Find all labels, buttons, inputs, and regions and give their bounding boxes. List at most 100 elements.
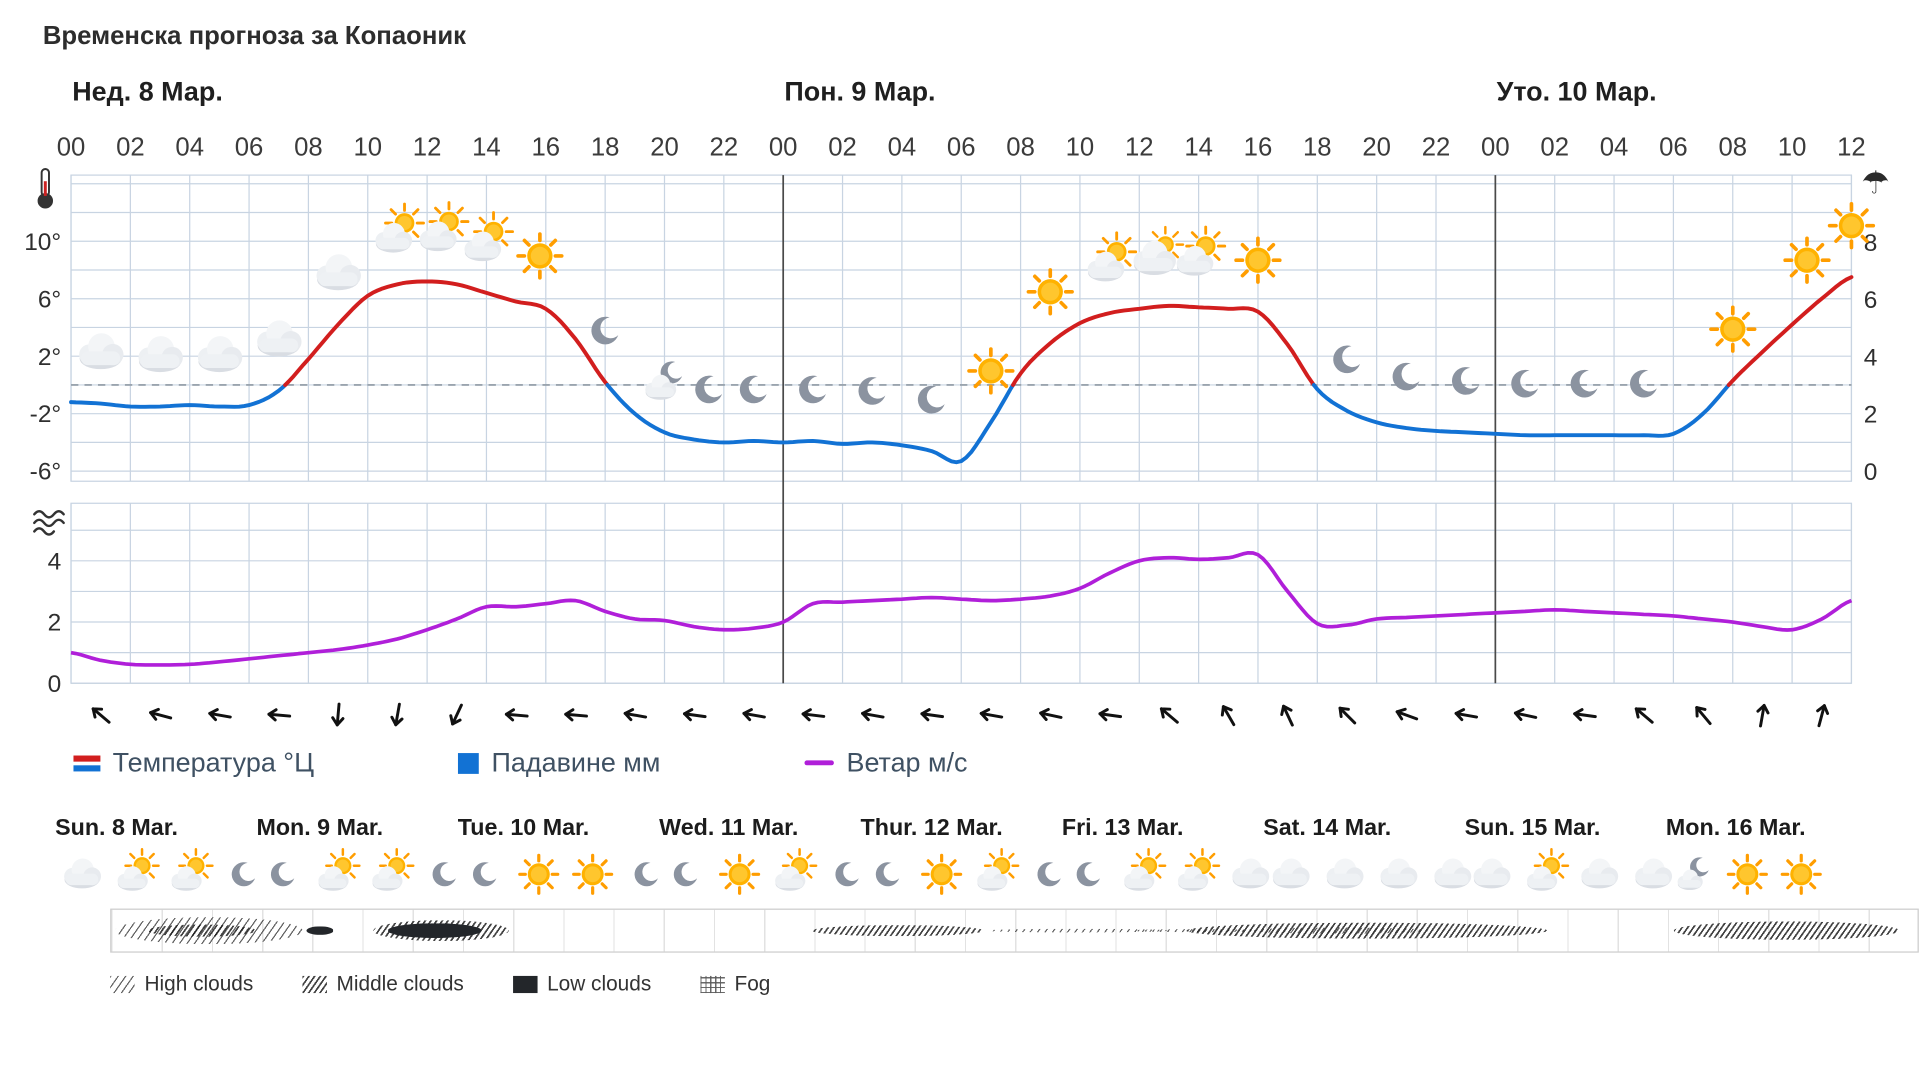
- cloud-icon: [64, 858, 102, 889]
- cloud-icon: [1635, 858, 1673, 889]
- wind-direction-arrow-icon: [1395, 707, 1419, 721]
- day-header-label: Уто. 10 Мар.: [1497, 76, 1657, 106]
- moon-icon: [835, 862, 860, 887]
- page-title: Временска прогноза за Копаоник: [42, 22, 467, 51]
- temp-tick-label: 6°: [38, 286, 61, 313]
- hour-tick-label: 08: [1718, 134, 1747, 162]
- daily-day-block: Sun. 8 Mar.: [55, 816, 256, 899]
- middle-clouds-swatch-icon: [302, 975, 327, 994]
- wind-direction-arrow-icon: [91, 707, 111, 724]
- cloud-legend-item: Fog: [700, 972, 770, 996]
- hour-tick-label: 12: [1125, 134, 1154, 162]
- temp-tick-label: -2°: [30, 401, 62, 428]
- wind-direction-arrow-icon: [979, 708, 1004, 722]
- legend-temperature: Температура °Ц: [73, 747, 314, 779]
- cloud-legend-item: Middle clouds: [302, 972, 464, 996]
- hour-tick-label: 10: [1778, 134, 1807, 162]
- hour-tick-label: 04: [175, 134, 204, 162]
- daily-day-label: Mon. 9 Mar.: [256, 815, 384, 842]
- daily-day-label: Wed. 11 Mar.: [659, 815, 799, 842]
- cloud-icon: [1232, 858, 1270, 889]
- moon-cloud-icon: [1676, 857, 1709, 891]
- temp-line-above-zero: [1011, 303, 1316, 387]
- hour-tick-label: 00: [769, 134, 798, 162]
- cloud-icon: [197, 336, 243, 373]
- cloud-icon: [79, 333, 124, 370]
- meteogram-chart: Нед. 8 Мар. Пон. 9 Мар. Уто. 10 Мар. 00 02 04…: [24, 76, 1890, 728]
- hour-tick-label: 08: [294, 134, 323, 162]
- hour-tick-label: 18: [591, 134, 620, 162]
- hour-tick-label: 02: [828, 134, 857, 162]
- legend-wind: Ветар м/с: [804, 747, 967, 779]
- hour-tick-label: 20: [650, 134, 679, 162]
- day-separators: [782, 175, 1497, 684]
- cloud-sun-icon: [1133, 225, 1185, 276]
- sun-icon: [967, 347, 1015, 395]
- hour-tick-label: 06: [1659, 134, 1688, 162]
- precip-tick-label: 2: [1864, 402, 1878, 429]
- temp-tick-label: 2°: [38, 344, 61, 371]
- cloud-legend-item: High clouds: [110, 972, 253, 996]
- daily-day-label: Fri. 13 Mar.: [1061, 815, 1184, 842]
- wind-swatch-icon: [804, 760, 835, 766]
- temp-line-above-zero: [283, 279, 610, 387]
- sun-icon: [1234, 236, 1282, 284]
- sun-icon: [571, 853, 614, 895]
- umbrella-icon: ☂: [1861, 163, 1890, 201]
- sun-cloud-icon: [464, 211, 514, 262]
- wind-direction-arrow-icon: [267, 708, 292, 722]
- sun-cloud-icon: [1124, 847, 1167, 891]
- cloud-legend-label: Low clouds: [547, 972, 652, 996]
- temp-line-below-zero: [1311, 383, 1731, 438]
- daily-icons: [472, 853, 658, 895]
- temperature-axis: 10° 6° 2° -2° -6°: [24, 229, 61, 486]
- moon-icon: [472, 862, 497, 887]
- wind-direction-arrow-icon: [1513, 707, 1538, 721]
- hour-axis: 00 02 04 06 08 10 12 14 16 18 20 22 00 02 04 06 08 10 12 14…: [57, 134, 1866, 162]
- moon-icon: [433, 862, 457, 887]
- moon-icon: [799, 375, 826, 404]
- hour-tick-label: 12: [1837, 134, 1866, 162]
- sun-icon: [1709, 305, 1757, 353]
- daily-days-row: Sun. 8 Mar. Mon. 9 Mar. Tue. 10 Mar. Wed. 1…: [55, 816, 1867, 899]
- wind-direction-arrow-icon: [1220, 705, 1236, 727]
- moon-icon: [1076, 862, 1101, 887]
- cloud-icon: [1326, 858, 1364, 889]
- hour-tick-label: 06: [235, 134, 264, 162]
- wind-direction-arrow-icon: [331, 702, 345, 727]
- wind-direction-arrow-icon: [861, 708, 885, 722]
- sun-icon: [1780, 853, 1822, 895]
- sun-icon: [518, 853, 560, 895]
- moon-icon: [1451, 367, 1479, 395]
- low-clouds-swatch-icon: [512, 975, 538, 994]
- wind-icon: [33, 510, 65, 536]
- moon-icon: [739, 375, 767, 404]
- daily-icons: [1676, 853, 1822, 895]
- sun-cloud-icon: [318, 847, 362, 891]
- daily-day-label: Thur. 12 Mar.: [860, 815, 1003, 842]
- moon-icon: [1570, 369, 1598, 398]
- daily-day-block: Wed. 11 Mar.: [659, 816, 860, 899]
- hour-tick-label: 22: [1422, 134, 1451, 162]
- moon-icon: [591, 316, 619, 345]
- wind-direction-arrow-icon: [1159, 707, 1179, 724]
- hour-tick-label: 04: [888, 134, 917, 162]
- day-headers: Нед. 8 Мар. Пон. 9 Мар. Уто. 10 Мар.: [72, 76, 1656, 106]
- cloud-layer-segment: [987, 928, 1169, 933]
- wind-direction-arrow-icon: [1756, 703, 1770, 728]
- sun-icon: [719, 853, 761, 895]
- legend-precipitation-label: Падавине мм: [491, 746, 661, 778]
- daily-day-block: Thur. 12 Mar.: [861, 816, 1062, 899]
- cloud-layer-segment: [387, 923, 482, 938]
- cloud-layer-segment: [306, 926, 334, 935]
- sun-cloud-icon: [1176, 225, 1227, 276]
- daily-day-block: Sun. 15 Mar.: [1465, 816, 1673, 899]
- daily-day-block: Mon. 16 Mar.: [1666, 816, 1867, 899]
- wind-direction-arrow-icon: [208, 708, 232, 722]
- temperature-swatch-icon: [73, 754, 101, 771]
- day-header-label: Нед. 8 Мар.: [72, 76, 223, 106]
- moon-icon: [1630, 369, 1657, 398]
- daily-day-block: Fri. 13 Mar.: [1061, 815, 1270, 899]
- cloud-icon: [138, 336, 183, 373]
